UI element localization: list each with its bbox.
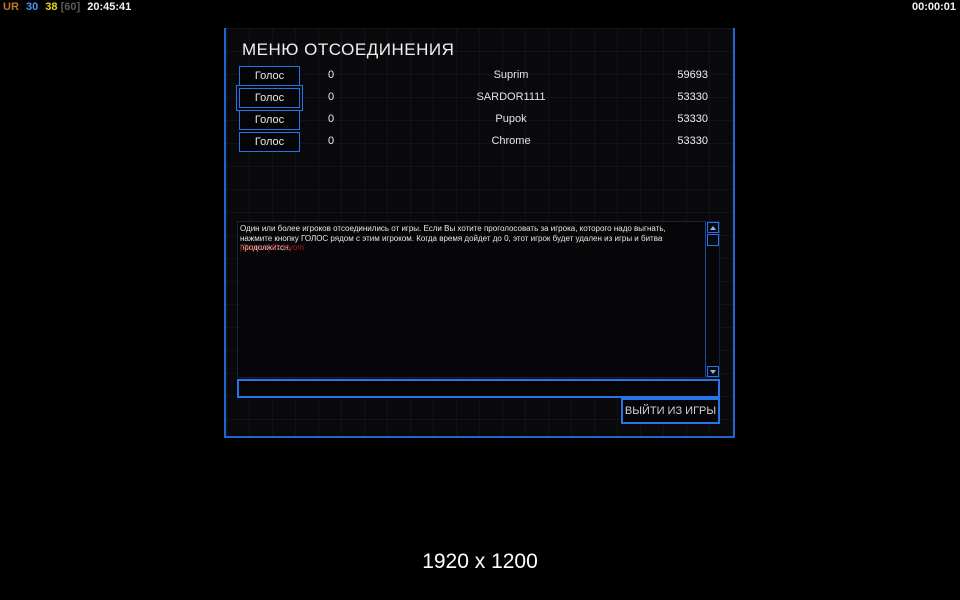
player-score: 53330 — [677, 91, 708, 103]
vote-count: 0 — [327, 135, 335, 147]
exit-game-button[interactable]: ВЫЙТИ ИЗ ИГРЫ — [621, 398, 720, 424]
player-name: Pupok — [495, 113, 527, 125]
scroll-down-button[interactable] — [707, 366, 719, 377]
arrow-up-icon — [710, 226, 716, 230]
player-name: Suprim — [493, 69, 529, 81]
resource-cap-value: [60] — [60, 1, 81, 13]
player-row: Голос 0 Chrome 53330 — [226, 131, 733, 153]
player-list: Голос 0 Suprim 59693 Голос 0 SARDOR1111 … — [226, 65, 733, 153]
chat-input[interactable] — [237, 379, 720, 398]
arrow-down-icon — [710, 370, 716, 374]
resource-ur-label: UR — [3, 1, 19, 13]
player-name: SARDOR1111 — [476, 91, 546, 103]
resolution-label: 1920 x 1200 — [422, 550, 538, 573]
player-row: Голос 0 SARDOR1111 53330 — [226, 85, 733, 111]
scroll-up-button[interactable] — [707, 222, 719, 233]
player-name: Chrome — [491, 135, 531, 147]
chat-message: [Suprim] 5k idyom — [240, 243, 305, 252]
vote-button[interactable]: Голос — [236, 85, 303, 111]
match-timer: 00:00:01 — [911, 1, 956, 13]
message-log-scrollbar[interactable] — [705, 222, 719, 377]
resource-readout: UR 30 38 [60] 20:45:41 — [3, 1, 135, 13]
vote-button[interactable]: Голос — [239, 110, 300, 130]
player-score: 53330 — [677, 135, 708, 147]
vote-button[interactable]: Голос — [239, 132, 300, 152]
scrollbar-thumb[interactable] — [707, 234, 719, 246]
player-row: Голос 0 Pupok 53330 — [226, 109, 733, 131]
resource-yellow-value: 38 — [45, 1, 58, 13]
player-row: Голос 0 Suprim 59693 — [226, 65, 733, 87]
status-bar: UR 30 38 [60] 20:45:41 00:00:01 — [0, 0, 960, 15]
resource-blue-value: 30 — [25, 1, 39, 13]
disconnect-message: Один или более игроков отсоединились от … — [240, 224, 666, 252]
clock-readout: 20:45:41 — [87, 1, 132, 13]
vote-button[interactable]: Голос — [239, 66, 300, 86]
player-score: 53330 — [677, 113, 708, 125]
dialog-title: МЕНЮ ОТСОЕДИНЕНИЯ — [242, 40, 455, 59]
vote-count: 0 — [327, 69, 335, 81]
message-log: Один или более игроков отсоединились от … — [237, 221, 720, 378]
disconnect-menu-dialog: МЕНЮ ОТСОЕДИНЕНИЯ Голос 0 Suprim 59693 Г… — [224, 28, 735, 438]
vote-count: 0 — [327, 113, 335, 125]
player-score: 59693 — [677, 69, 708, 81]
vote-count: 0 — [327, 91, 335, 103]
